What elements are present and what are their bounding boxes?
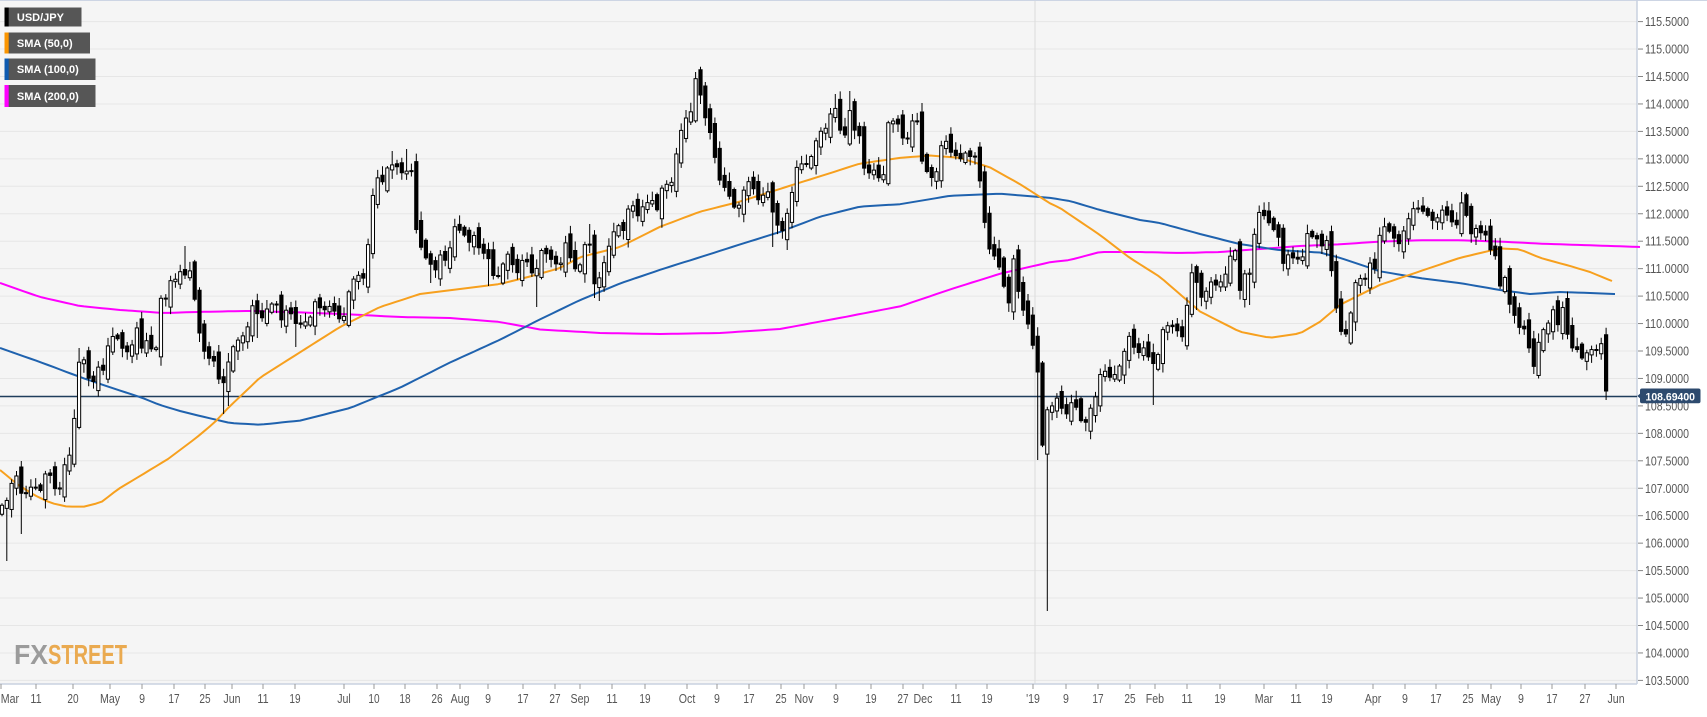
svg-text:25: 25 [775, 692, 786, 706]
svg-text:19: 19 [639, 692, 650, 706]
svg-text:9: 9 [139, 692, 145, 706]
svg-text:27: 27 [549, 692, 560, 706]
svg-text:19: 19 [865, 692, 876, 706]
svg-text:108.69400: 108.69400 [1646, 391, 1696, 403]
svg-text:112.0000: 112.0000 [1645, 207, 1689, 221]
svg-text:110.5000: 110.5000 [1645, 290, 1689, 304]
svg-text:105.0000: 105.0000 [1645, 592, 1689, 606]
svg-text:25: 25 [1462, 692, 1473, 706]
svg-text:114.0000: 114.0000 [1645, 97, 1689, 111]
svg-text:107.0000: 107.0000 [1645, 482, 1689, 496]
svg-text:9: 9 [1402, 692, 1408, 706]
svg-text:105.5000: 105.5000 [1645, 564, 1689, 578]
svg-text:USD/JPY: USD/JPY [17, 12, 65, 24]
svg-text:115.0000: 115.0000 [1645, 43, 1689, 57]
svg-text:11: 11 [30, 692, 41, 706]
svg-text:27: 27 [897, 692, 908, 706]
svg-text:11: 11 [606, 692, 617, 706]
svg-text:'19: '19 [1026, 692, 1040, 706]
svg-text:19: 19 [1214, 692, 1225, 706]
svg-text:113.0000: 113.0000 [1645, 152, 1689, 166]
svg-text:Jun: Jun [1608, 692, 1625, 706]
svg-text:106.5000: 106.5000 [1645, 509, 1689, 523]
svg-text:17: 17 [517, 692, 528, 706]
svg-text:Nov: Nov [795, 692, 815, 706]
svg-text:19: 19 [1321, 692, 1332, 706]
svg-text:11: 11 [950, 692, 961, 706]
svg-text:9: 9 [1063, 692, 1069, 706]
svg-text:Sep: Sep [571, 692, 590, 706]
svg-text:11: 11 [1290, 692, 1301, 706]
svg-text:19: 19 [981, 692, 992, 706]
svg-text:Mar: Mar [1, 692, 19, 706]
svg-text:SMA (200,0): SMA (200,0) [17, 91, 79, 103]
svg-text:109.5000: 109.5000 [1645, 345, 1689, 359]
svg-text:Dec: Dec [914, 692, 933, 706]
svg-text:9: 9 [714, 692, 720, 706]
svg-text:STREET: STREET [48, 639, 127, 670]
svg-text:SMA (100,0): SMA (100,0) [17, 64, 79, 76]
svg-text:11: 11 [1181, 692, 1192, 706]
svg-text:Aug: Aug [451, 692, 470, 706]
svg-text:9: 9 [1518, 692, 1524, 706]
svg-text:19: 19 [289, 692, 300, 706]
svg-text:115.5000: 115.5000 [1645, 15, 1689, 29]
svg-text:18: 18 [399, 692, 410, 706]
svg-text:106.0000: 106.0000 [1645, 537, 1689, 551]
svg-text:20: 20 [67, 692, 78, 706]
svg-text:27: 27 [1579, 692, 1590, 706]
svg-text:17: 17 [1546, 692, 1557, 706]
svg-text:25: 25 [1124, 692, 1135, 706]
svg-text:Feb: Feb [1146, 692, 1164, 706]
svg-text:108.0000: 108.0000 [1645, 427, 1689, 441]
svg-text:104.5000: 104.5000 [1645, 619, 1689, 633]
svg-text:9: 9 [833, 692, 839, 706]
svg-text:Jun: Jun [223, 692, 240, 706]
svg-text:107.5000: 107.5000 [1645, 454, 1689, 468]
svg-text:110.0000: 110.0000 [1645, 317, 1689, 331]
svg-text:10: 10 [368, 692, 379, 706]
svg-text:25: 25 [199, 692, 210, 706]
svg-text:103.5000: 103.5000 [1645, 674, 1689, 688]
svg-text:May: May [1481, 692, 1502, 706]
svg-text:112.5000: 112.5000 [1645, 180, 1689, 194]
svg-text:11: 11 [257, 692, 268, 706]
svg-text:26: 26 [431, 692, 442, 706]
svg-text:Jul: Jul [337, 692, 351, 706]
svg-text:104.0000: 104.0000 [1645, 646, 1689, 660]
svg-text:Apr: Apr [1365, 692, 1382, 706]
svg-text:113.5000: 113.5000 [1645, 125, 1689, 139]
svg-text:17: 17 [1092, 692, 1103, 706]
svg-text:SMA (50,0): SMA (50,0) [17, 38, 73, 50]
svg-text:17: 17 [1430, 692, 1441, 706]
svg-text:FX: FX [14, 639, 48, 670]
svg-text:111.5000: 111.5000 [1645, 235, 1689, 249]
svg-text:109.0000: 109.0000 [1645, 372, 1689, 386]
svg-text:May: May [100, 692, 121, 706]
svg-text:111.0000: 111.0000 [1645, 262, 1689, 276]
svg-text:9: 9 [485, 692, 491, 706]
svg-text:114.5000: 114.5000 [1645, 70, 1689, 84]
svg-text:Oct: Oct [679, 692, 696, 706]
svg-text:Mar: Mar [1255, 692, 1273, 706]
svg-text:17: 17 [168, 692, 179, 706]
svg-text:17: 17 [743, 692, 754, 706]
